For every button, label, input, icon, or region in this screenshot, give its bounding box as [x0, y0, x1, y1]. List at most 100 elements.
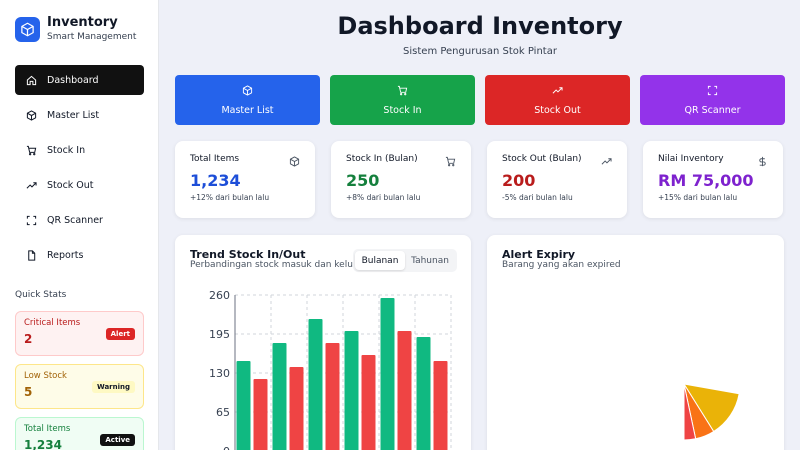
quick-stat-value: 2	[24, 332, 33, 346]
cube-icon	[288, 155, 300, 167]
bar-stock-in[interactable]	[416, 337, 431, 450]
cart-icon	[444, 155, 456, 167]
stat-label: Stock Out (Bulan)	[502, 154, 582, 164]
cube-icon	[15, 16, 40, 42]
sidebar-item-label: Stock Out	[47, 179, 94, 191]
stat-card-stock-out: Stock Out (Bulan) 200 -5% dari bulan lal…	[487, 141, 627, 218]
status-badge: Active	[100, 434, 135, 446]
bar-stock-out[interactable]	[361, 355, 376, 450]
bar-stock-in[interactable]	[236, 361, 251, 450]
expiry-chart-panel: Alert Expiry Barang yang akan expired	[487, 235, 784, 450]
sidebar-item-master-list[interactable]: Master List	[15, 100, 144, 130]
sidebar-item-label: QR Scanner	[47, 214, 103, 226]
trend-chart-panel: Trend Stock In/Out Perbandingan stock ma…	[175, 235, 471, 450]
quick-stat-label: Low Stock	[24, 371, 67, 381]
quick-stats-title: Quick Stats	[15, 290, 67, 300]
expiry-pie-chart	[682, 383, 740, 441]
status-badge: Alert	[105, 328, 135, 340]
stat-card-total-items: Total Items 1,234 +12% dari bulan lalu	[175, 141, 315, 218]
sidebar-item-label: Dashboard	[47, 74, 99, 86]
sidebar-item-label: Reports	[47, 249, 84, 261]
document-icon	[25, 249, 37, 261]
trending-up-icon	[600, 155, 612, 167]
bar-stock-out[interactable]	[433, 361, 448, 450]
stock-out-button[interactable]: Stock Out	[485, 75, 630, 125]
stat-value: RM 75,000	[658, 171, 754, 190]
button-label: Stock Out	[534, 105, 581, 116]
cart-icon	[25, 144, 37, 156]
panel-subtitle: Perbandingan stock masuk dan keluar	[190, 260, 363, 270]
scan-icon	[25, 214, 37, 226]
cart-icon	[397, 84, 408, 96]
status-badge: Warning	[91, 381, 135, 393]
stat-note: +15% dari bulan lalu	[658, 193, 738, 202]
sidebar-item-stock-out[interactable]: Stock Out	[15, 170, 144, 200]
y-tick-label: 65	[216, 406, 230, 419]
stat-value: 1,234	[190, 171, 241, 190]
stat-card-stock-in: Stock In (Bulan) 250 +8% dari bulan lalu	[331, 141, 471, 218]
stat-label: Stock In (Bulan)	[346, 154, 418, 164]
quick-stat-total: Total Items 1,234 Active	[15, 417, 144, 450]
sidebar-item-label: Master List	[47, 109, 100, 121]
y-tick-label: 195	[209, 328, 230, 341]
brand-subtitle: Smart Management	[47, 32, 137, 42]
cube-icon	[242, 84, 253, 96]
button-label: Master List	[221, 105, 274, 116]
toggle-monthly[interactable]: Bulanan	[355, 251, 405, 270]
button-label: QR Scanner	[684, 105, 741, 116]
sidebar-item-label: Stock In	[47, 144, 86, 156]
pie-slice[interactable]	[683, 383, 697, 441]
quick-stat-label: Critical Items	[24, 318, 81, 328]
stat-value: 250	[346, 171, 380, 190]
quick-stat-value: 5	[24, 385, 33, 399]
trending-up-icon	[25, 179, 37, 191]
y-tick-label: 260	[209, 289, 230, 302]
bar-stock-out[interactable]	[289, 367, 304, 450]
sidebar: Inventory Smart Management Dashboard Mas…	[0, 0, 159, 450]
brand-title: Inventory	[47, 15, 118, 30]
stock-in-button[interactable]: Stock In	[330, 75, 475, 125]
quick-stat-value: 1,234	[24, 438, 62, 450]
page-title: Dashboard Inventory	[337, 12, 623, 40]
quick-stat-label: Total Items	[24, 424, 71, 434]
stat-card-inventory-value: Nilai Inventory RM 75,000 +15% dari bula…	[643, 141, 783, 218]
stat-value: 200	[502, 171, 536, 190]
dollar-icon	[756, 155, 768, 167]
bar-stock-in[interactable]	[308, 319, 323, 450]
bar-stock-out[interactable]	[397, 331, 412, 450]
stat-note: +12% dari bulan lalu	[190, 193, 270, 202]
button-label: Stock In	[383, 105, 422, 116]
sidebar-nav: Dashboard Master List Stock In Stock Out…	[15, 65, 144, 275]
sidebar-item-reports[interactable]: Reports	[15, 240, 144, 270]
stat-note: -5% dari bulan lalu	[502, 193, 573, 202]
stat-note: +8% dari bulan lalu	[346, 193, 421, 202]
stat-label: Nilai Inventory	[658, 154, 724, 164]
panel-title: Alert Expiry	[502, 248, 576, 261]
page-subtitle: Sistem Pengurusan Stok Pintar	[403, 46, 557, 57]
stat-label: Total Items	[190, 154, 240, 164]
sidebar-item-qr-scanner[interactable]: QR Scanner	[15, 205, 144, 235]
scan-icon	[707, 84, 718, 96]
bar-stock-in[interactable]	[380, 298, 395, 450]
cube-icon	[25, 109, 37, 121]
master-list-button[interactable]: Master List	[175, 75, 320, 125]
qr-scanner-button[interactable]: QR Scanner	[640, 75, 785, 125]
bar-stock-out[interactable]	[325, 343, 340, 450]
home-icon	[25, 74, 37, 86]
brand: Inventory Smart Management	[15, 15, 136, 43]
sidebar-item-dashboard[interactable]: Dashboard	[15, 65, 144, 95]
trending-up-icon	[552, 84, 563, 96]
panel-subtitle: Barang yang akan expired	[502, 260, 621, 270]
y-tick-label: 130	[209, 367, 230, 380]
panel-title: Trend Stock In/Out	[190, 248, 306, 261]
toggle-yearly[interactable]: Tahunan	[411, 255, 449, 266]
bar-stock-in[interactable]	[272, 343, 287, 450]
quick-stat-low-stock: Low Stock 5 Warning	[15, 364, 144, 409]
trend-bar-chart: 0 65 130 195 260	[209, 289, 452, 450]
bar-stock-in[interactable]	[344, 331, 359, 450]
y-tick-label: 0	[223, 445, 230, 450]
bar-stock-out[interactable]	[253, 379, 268, 450]
sidebar-item-stock-in[interactable]: Stock In	[15, 135, 144, 165]
period-toggle: Bulanan Tahunan	[353, 249, 457, 272]
quick-stat-critical: Critical Items 2 Alert	[15, 311, 144, 356]
